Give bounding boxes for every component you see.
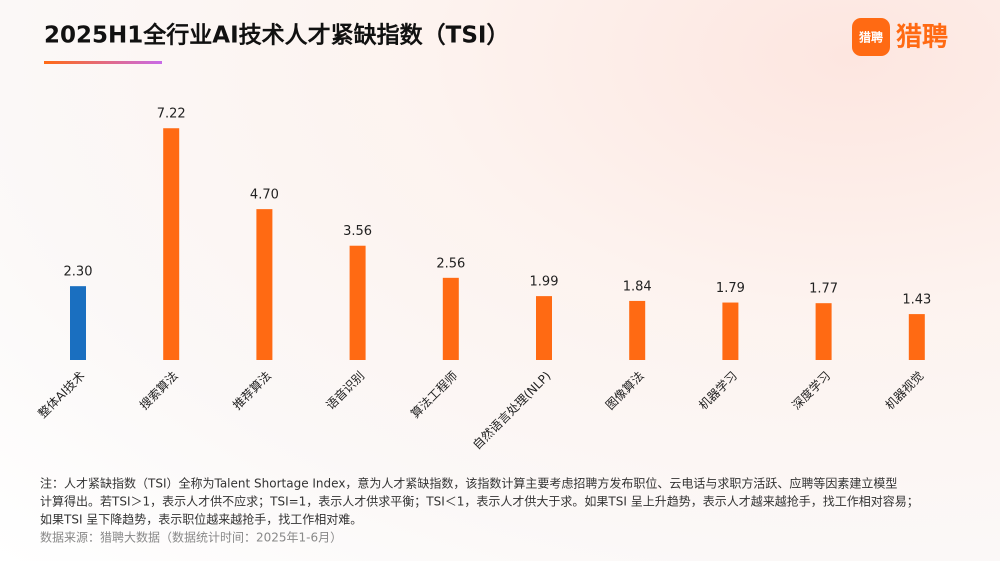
bar bbox=[163, 128, 180, 360]
title-underline bbox=[44, 61, 162, 64]
note-line: 注：人才紧缺指数（TSI）全称为Talent Shortage Index，意为… bbox=[40, 476, 897, 491]
value-label: 1.84 bbox=[623, 279, 652, 294]
logo-icon bbox=[852, 18, 890, 56]
value-label: 1.79 bbox=[716, 281, 745, 296]
x-tick-label: 机器视觉 bbox=[882, 368, 927, 413]
bar bbox=[908, 314, 925, 360]
value-label: 1.43 bbox=[902, 293, 931, 308]
value-label: 7.22 bbox=[157, 107, 186, 122]
note-line: 计算得出。若TSI＞1，表示人才供不应求；TSI=1，表示人才供求平衡；TSI＜… bbox=[40, 494, 919, 509]
bar bbox=[70, 286, 86, 360]
value-label: 2.30 bbox=[64, 265, 93, 280]
note-line: 如果TSI 呈下降趋势，表示职位越来越抢手，找工作相对难。 bbox=[40, 512, 362, 527]
x-tick-label: 图像算法 bbox=[602, 368, 647, 413]
value-label: 4.70 bbox=[250, 188, 279, 203]
source: 数据来源：猎聘大数据（数据统计时间：2025年1-6月） bbox=[40, 530, 342, 545]
value-label: 1.99 bbox=[530, 275, 559, 290]
bar bbox=[536, 296, 552, 360]
x-tick-label: 算法工程师 bbox=[407, 368, 460, 421]
x-tick-label: 搜索算法 bbox=[136, 368, 181, 413]
chart-title: 2025H1全行业AI技术人才紧缺指数（TSI） bbox=[44, 22, 509, 49]
logo-text: 猎聘 bbox=[896, 23, 948, 53]
value-label: 2.56 bbox=[436, 256, 465, 271]
logo-icon-text: 猎聘 bbox=[859, 30, 883, 45]
x-tick-label: 语音识别 bbox=[323, 368, 368, 413]
x-tick-label: 整体AI技术 bbox=[35, 368, 88, 421]
bar bbox=[349, 245, 366, 360]
value-label: 3.56 bbox=[343, 224, 372, 239]
bar bbox=[815, 303, 832, 360]
x-tick-label: 机器学习 bbox=[695, 368, 740, 413]
x-tick-label: 深度学习 bbox=[789, 368, 834, 413]
x-tick-label: 自然语言处理(NLP) bbox=[469, 368, 553, 452]
x-tick-label: 推荐算法 bbox=[229, 368, 274, 413]
bar bbox=[442, 277, 459, 360]
bar bbox=[722, 302, 739, 360]
bar bbox=[629, 300, 646, 360]
bar bbox=[256, 209, 273, 360]
value-label: 1.77 bbox=[809, 282, 838, 297]
